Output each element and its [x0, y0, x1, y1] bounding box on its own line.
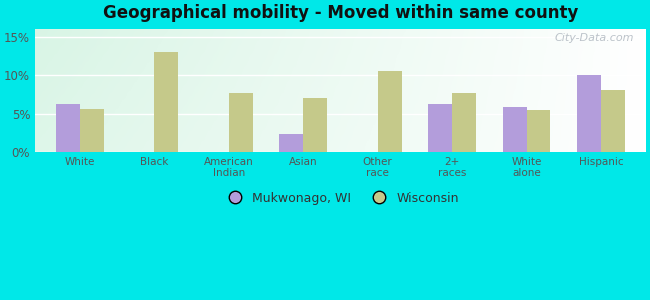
Bar	[80, 109, 103, 152]
Bar	[56, 104, 80, 152]
Bar	[229, 93, 253, 152]
Bar	[154, 52, 178, 152]
Title: Geographical mobility - Moved within same county: Geographical mobility - Moved within sam…	[103, 4, 578, 22]
Bar	[526, 110, 551, 152]
Bar	[378, 71, 402, 152]
Bar	[503, 107, 526, 152]
Text: City-Data.com: City-Data.com	[554, 33, 634, 43]
Bar	[452, 93, 476, 152]
Legend: Mukwonago, WI, Wisconsin: Mukwonago, WI, Wisconsin	[217, 187, 463, 209]
Bar	[601, 90, 625, 152]
Bar	[428, 104, 452, 152]
Bar	[280, 134, 303, 152]
Bar	[577, 74, 601, 152]
Bar	[303, 98, 327, 152]
